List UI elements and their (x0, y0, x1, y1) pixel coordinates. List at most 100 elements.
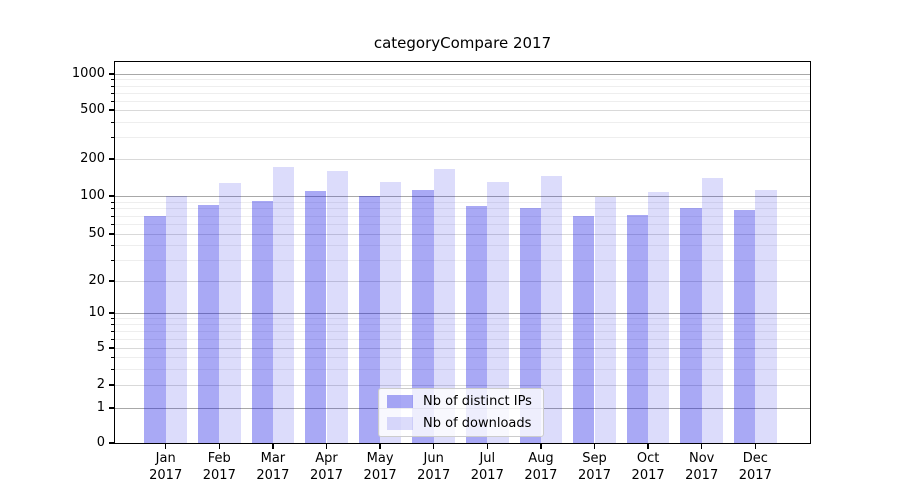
gridline-minor-600 (115, 100, 810, 102)
x-tick-label-oct: Oct 2017 (616, 450, 680, 484)
bar-downloads-dec (755, 189, 777, 443)
bar-distinct-ips-apr (305, 191, 327, 443)
bar-downloads-jun (433, 169, 456, 443)
y-minor-tick-mark-6 (111, 338, 115, 340)
gridline-minor-60 (115, 224, 810, 225)
x-tick-label-feb: Feb 2017 (187, 450, 251, 484)
x-tick-month: Apr (315, 451, 338, 466)
x-tick-month: Jun (423, 451, 444, 466)
y-minor-tick-mark-600 (111, 100, 115, 102)
x-tick-mark-jan (164, 443, 167, 449)
gridline-minor-3 (115, 368, 810, 370)
gridline-minor-6 (115, 338, 810, 340)
x-tick-year: 2017 (524, 468, 558, 483)
y-tick-label-5: 5 (96, 340, 105, 355)
x-tick-mark-oct (647, 443, 649, 449)
bar-downloads-jul (487, 181, 509, 443)
y-minor-tick-mark-70 (111, 215, 115, 217)
bar-distinct-ips-aug (519, 207, 541, 443)
y-minor-tick-mark-60 (111, 224, 115, 225)
bar-distinct-ips-may (358, 196, 381, 443)
legend-item-downloads: Nb of downloads (379, 414, 543, 433)
gridline-100 (115, 196, 810, 197)
x-tick-year: 2017 (149, 468, 183, 483)
gridline-minor-8 (115, 324, 810, 326)
x-tick-label-sep: Sep 2017 (563, 450, 627, 484)
x-tick-mark-jun (432, 443, 435, 449)
bar-downloads-sep (594, 197, 616, 443)
gridline-minor-30 (115, 260, 810, 262)
gridline-minor-70 (115, 215, 810, 217)
gridline-minor-700 (115, 92, 810, 94)
bar-distinct-ips-feb (197, 204, 220, 443)
x-tick-label-nov: Nov 2017 (670, 450, 734, 484)
y-tick-mark-5 (109, 347, 115, 349)
y-tick-mark-50 (109, 233, 115, 235)
x-tick-year: 2017 (738, 468, 772, 483)
bar-distinct-ips-oct (626, 214, 649, 443)
gridline-minor-9 (115, 318, 810, 320)
x-tick-month: Oct (636, 451, 660, 466)
y-tick-mark-1 (109, 407, 115, 409)
x-tick-mark-feb (218, 443, 221, 449)
x-tick-label-jan: Jan 2017 (134, 450, 198, 484)
y-tick-mark-500 (109, 109, 115, 111)
y-tick-label-2: 2 (96, 377, 105, 392)
y-tick-mark-0 (109, 442, 115, 444)
legend-item-distinct-ips: Nb of distinct IPs (379, 392, 543, 411)
y-tick-mark-100 (109, 195, 115, 197)
x-tick-month: May (366, 451, 394, 466)
bar-downloads-mar (272, 167, 295, 443)
bar-downloads-apr (326, 170, 348, 443)
y-tick-mark-10 (109, 312, 115, 314)
gridline-minor-80 (115, 208, 810, 210)
bar-distinct-ips-dec (733, 209, 756, 443)
bar-distinct-ips-jun (412, 190, 434, 443)
gridline-500 (115, 110, 810, 111)
x-tick-month: Mar (260, 451, 286, 466)
y-tick-label-0: 0 (96, 435, 105, 450)
bar-downloads-aug (540, 176, 563, 443)
y-minor-tick-mark-7 (111, 331, 115, 332)
gridline-minor-4 (115, 357, 810, 358)
x-tick-month: Aug (528, 451, 554, 466)
x-tick-year: 2017 (631, 468, 665, 483)
y-minor-tick-mark-9 (111, 318, 115, 320)
x-tick-month: Dec (742, 451, 768, 466)
gridline-minor-400 (115, 121, 810, 123)
x-tick-label-jun: Jun 2017 (402, 450, 466, 484)
chart-title: categoryCompare 2017 (373, 34, 552, 52)
x-tick-month: Jul (479, 451, 496, 466)
x-tick-mark-apr (325, 443, 328, 449)
y-tick-label-200: 200 (80, 151, 105, 166)
x-tick-month: Jan (155, 451, 176, 466)
y-minor-tick-mark-400 (111, 121, 115, 123)
y-tick-mark-200 (109, 158, 115, 160)
bar-downloads-oct (648, 191, 670, 443)
x-tick-label-mar: Mar 2017 (241, 450, 305, 484)
legend: Nb of distinct IPs Nb of downloads (378, 388, 544, 437)
y-minor-tick-mark-8 (111, 324, 115, 326)
bar-distinct-ips-nov (680, 207, 702, 443)
y-minor-tick-mark-90 (111, 201, 115, 203)
bar-distinct-ips-jul (465, 206, 488, 443)
gridline-50 (115, 234, 810, 235)
gridline-minor-40 (115, 245, 810, 247)
gridline-minor-800 (115, 85, 810, 87)
gridline-20 (115, 281, 810, 282)
y-tick-mark-20 (109, 280, 115, 282)
gridline-5 (115, 348, 810, 349)
x-tick-year: 2017 (309, 468, 344, 483)
y-minor-tick-mark-800 (111, 85, 115, 87)
x-tick-month: Nov (689, 451, 715, 466)
x-tick-mark-dec (754, 443, 757, 449)
x-tick-year: 2017 (417, 468, 451, 483)
legend-swatch-downloads (387, 417, 413, 430)
x-tick-year: 2017 (470, 468, 504, 483)
x-tick-year: 2017 (363, 468, 397, 483)
bar-downloads-may (380, 182, 402, 443)
y-tick-label-1: 1 (96, 400, 105, 415)
legend-label-downloads: Nb of downloads (423, 416, 532, 431)
y-tick-label-500: 500 (80, 102, 105, 117)
